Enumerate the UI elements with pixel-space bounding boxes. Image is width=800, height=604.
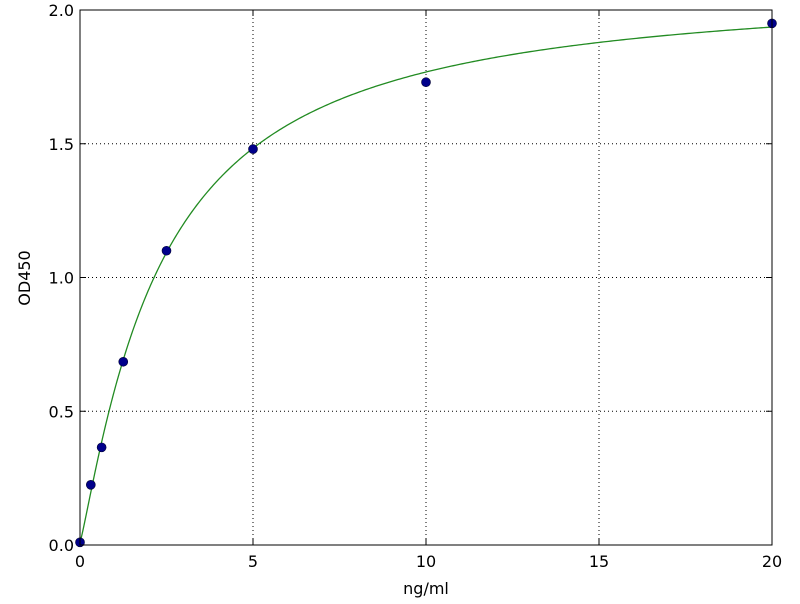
- data-point: [421, 77, 431, 88]
- y-tick-label: 2.0: [49, 1, 74, 20]
- y-tick-label: 0.5: [49, 402, 74, 421]
- x-tick-label: 0: [75, 552, 85, 571]
- fit-curve: [79, 26, 773, 543]
- y-tick-label: 1.0: [49, 269, 74, 288]
- data-point: [118, 356, 129, 367]
- y-axis: 0.0 0.5 1.0 1.5 2.0: [49, 1, 772, 555]
- data-point: [86, 480, 96, 490]
- x-tick-label: 10: [416, 552, 436, 571]
- data-point: [96, 442, 107, 453]
- x-axis: 0 5 10 15 20: [75, 10, 782, 571]
- y-axis-label: OD450: [15, 250, 34, 305]
- x-axis-label: ng/ml: [403, 579, 449, 598]
- x-tick-label: 15: [589, 552, 609, 571]
- y-tick-label: 1.5: [49, 135, 74, 154]
- data-point: [248, 144, 258, 154]
- y-tick-label: 0.0: [49, 536, 74, 555]
- grid: [79, 9, 773, 546]
- x-tick-label: 20: [762, 552, 782, 571]
- data-point: [161, 245, 172, 256]
- x-tick-label: 5: [248, 552, 258, 571]
